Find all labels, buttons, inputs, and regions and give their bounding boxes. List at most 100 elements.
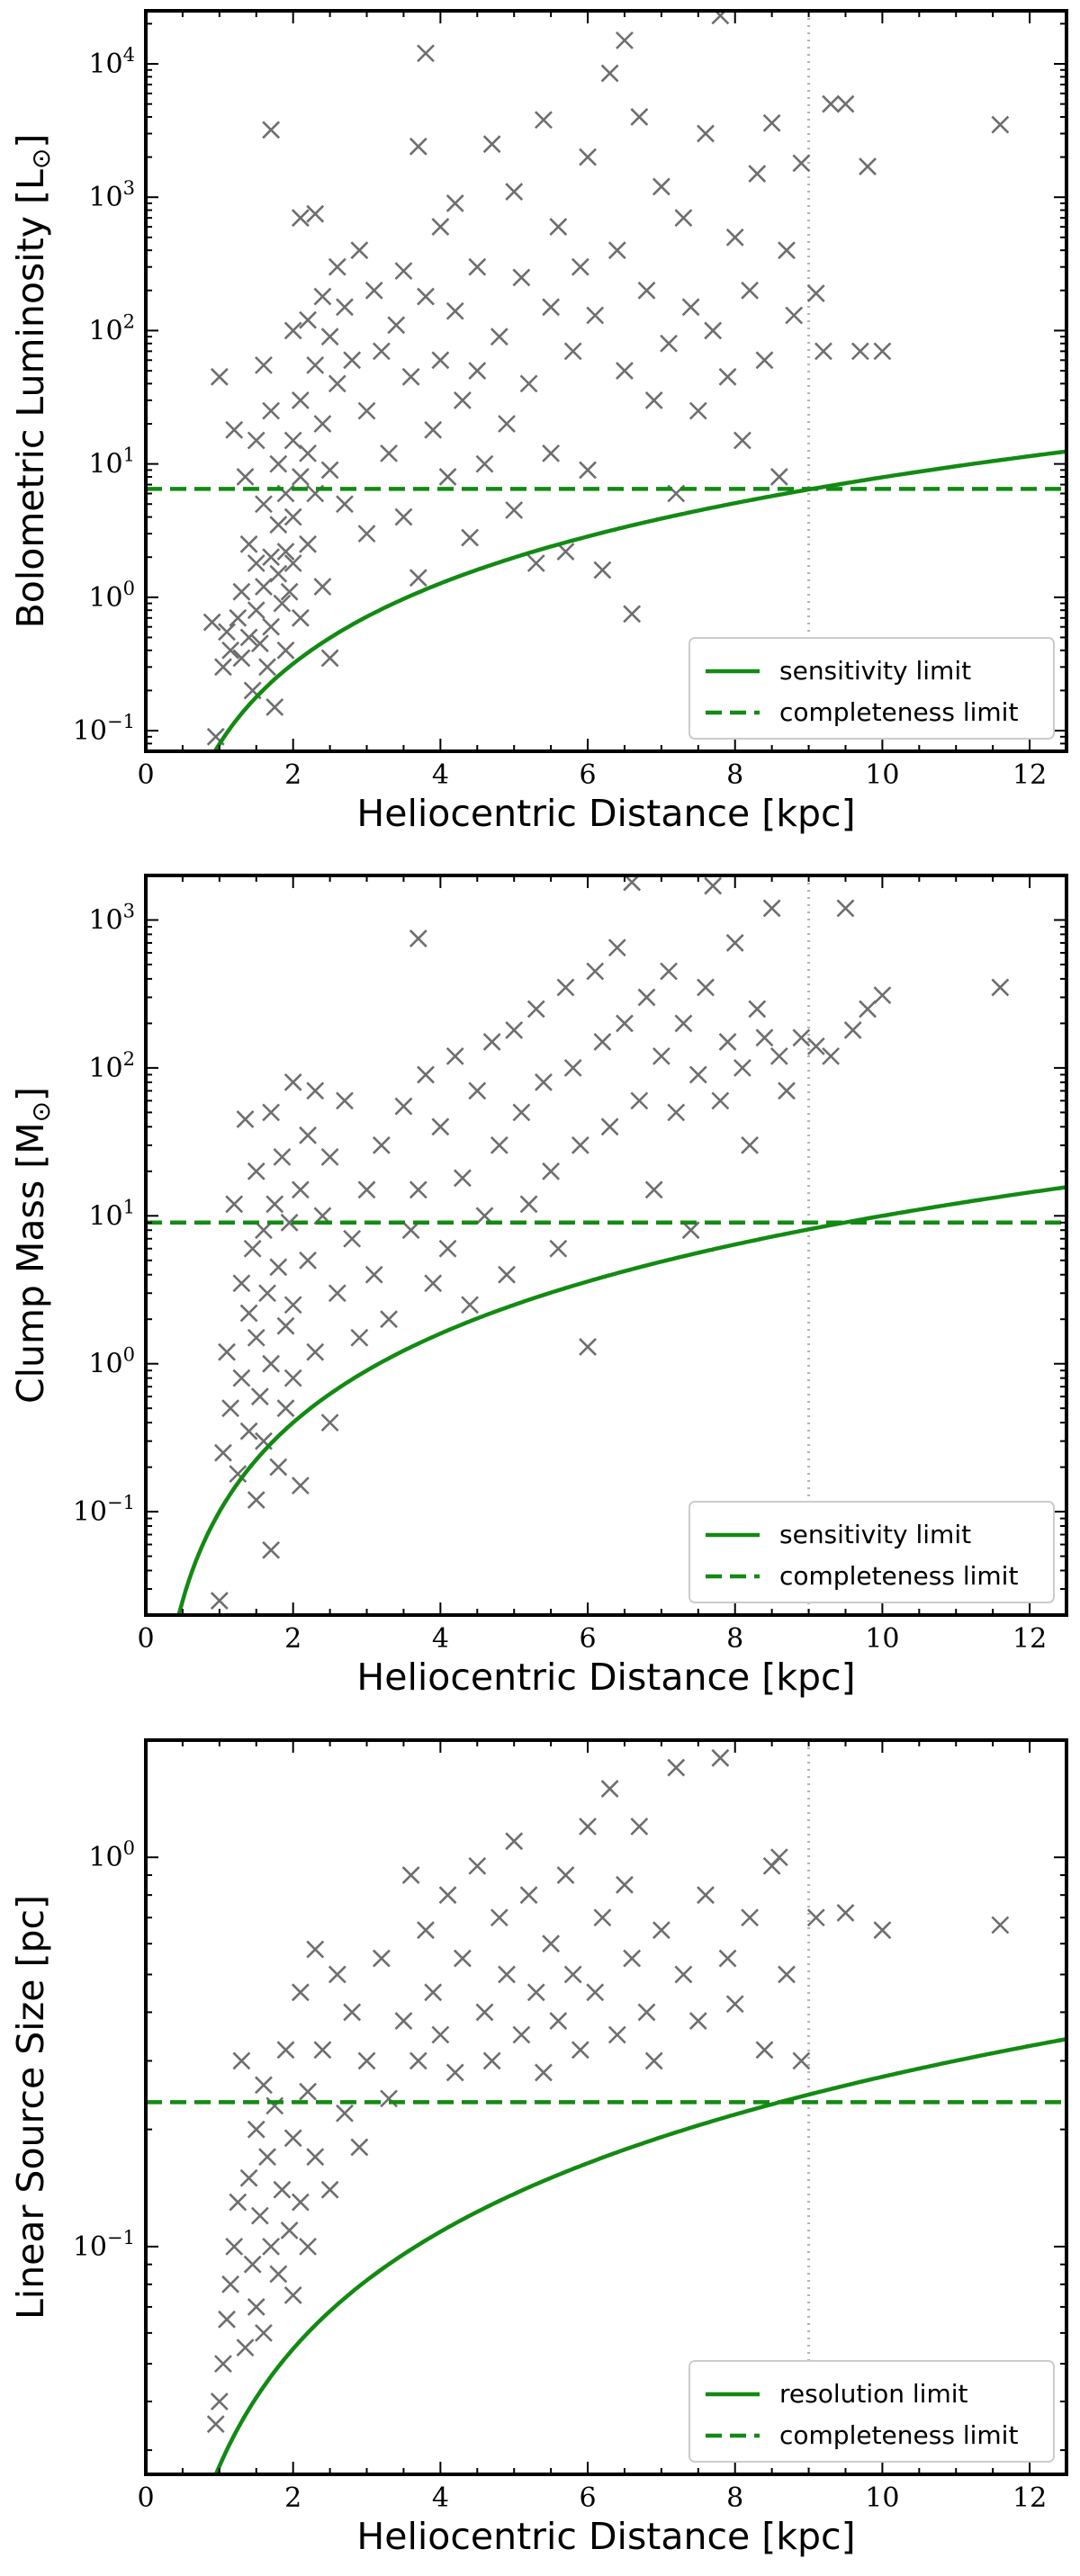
data-point [417,1921,435,1940]
data-point [343,1229,362,1248]
data-point [762,113,781,132]
legend-entry: completeness limit [779,697,1018,727]
data-point [792,154,811,173]
data-point [273,1147,292,1166]
data-point [733,431,752,450]
data-point [446,194,464,212]
data-point [417,44,435,63]
data-point [549,1239,568,1258]
data-point [623,1949,642,1968]
data-point [453,1169,472,1188]
data-point [247,2120,266,2139]
data-point [236,468,255,486]
data-point [225,1195,244,1214]
legend-entry: completeness limit [779,1561,1018,1591]
data-point [571,2041,590,2060]
data-point [475,2003,494,2022]
data-point [266,1195,284,1214]
data-point [284,1296,302,1315]
x-tick-label: 8 [726,1623,743,1655]
data-point [394,1097,413,1116]
chart-panel-luminosity: 0 2 4 6 8 10 12 10−1 100 101 102 103 104 Heliocentric… [9,9,1068,835]
data-point [490,1908,508,1927]
y-tick-label: 103 [88,177,135,213]
data-point [313,415,332,433]
data-point [239,534,258,553]
data-point [498,1265,516,1284]
data-point [409,929,428,947]
data-point [660,962,678,981]
data-point [372,342,391,361]
data-point [991,978,1010,997]
data-point [836,94,855,113]
data-point [608,2025,626,2044]
data-point [394,262,413,281]
data-point [652,177,670,196]
data-point [280,582,299,601]
data-point [733,1058,752,1077]
data-point [697,978,715,997]
data-point [505,1021,524,1039]
data-point [748,165,767,184]
data-point [579,461,597,480]
limit-curve [176,1185,1066,1615]
data-point [535,111,553,130]
data-point [616,31,634,49]
data-point [446,1046,464,1065]
data-point [380,1310,398,1329]
data-point [262,2237,281,2256]
plot-area [146,875,1066,1615]
legend: resolution limit completeness limit [688,2360,1055,2463]
data-point [438,468,457,486]
data-point [873,342,892,361]
data-point [417,1065,435,1084]
data-point [320,2180,339,2199]
data-point [276,2041,295,2060]
data-point [490,328,508,346]
data-point [269,454,288,473]
data-point [372,1135,391,1154]
data-point [748,1000,767,1019]
legend-entry: completeness limit [779,2420,1018,2450]
data-point [243,1239,262,1258]
data-point [681,298,700,317]
data-point [688,401,707,420]
data-point [306,1342,325,1361]
data-point [276,1399,295,1418]
data-point [291,1476,310,1495]
x-axis-label: Heliocentric Distance [kpc] [356,2515,855,2558]
data-point [299,2237,317,2256]
y-tick-label: 10−1 [73,2227,135,2263]
data-point [328,1284,346,1303]
data-point [258,2148,276,2167]
data-point [255,495,273,514]
data-point [394,2012,413,2030]
data-point [232,1369,251,1387]
data-point [255,578,273,597]
data-point [276,641,295,660]
data-point [542,444,561,462]
data-point [424,420,443,439]
data-point [291,2193,310,2212]
data-point [718,1949,737,1968]
data-point [644,1180,663,1199]
plot-area [146,11,1066,751]
data-point [482,1033,501,1051]
data-point [280,2221,299,2239]
x-tick-label: 6 [579,759,596,791]
data-point [431,218,450,236]
data-point [247,1328,266,1347]
data-point [571,257,590,276]
limit-curve [213,2037,1066,2474]
data-point [284,554,302,572]
data-point [214,1443,232,1462]
data-point [284,2129,302,2148]
data-point [725,934,744,952]
data-point [284,431,302,450]
data-point [674,1014,693,1033]
data-point [468,1856,487,1875]
data-point [218,1342,236,1361]
x-tick-label: 4 [432,1623,449,1655]
data-point [785,306,804,325]
data-point [660,334,678,353]
